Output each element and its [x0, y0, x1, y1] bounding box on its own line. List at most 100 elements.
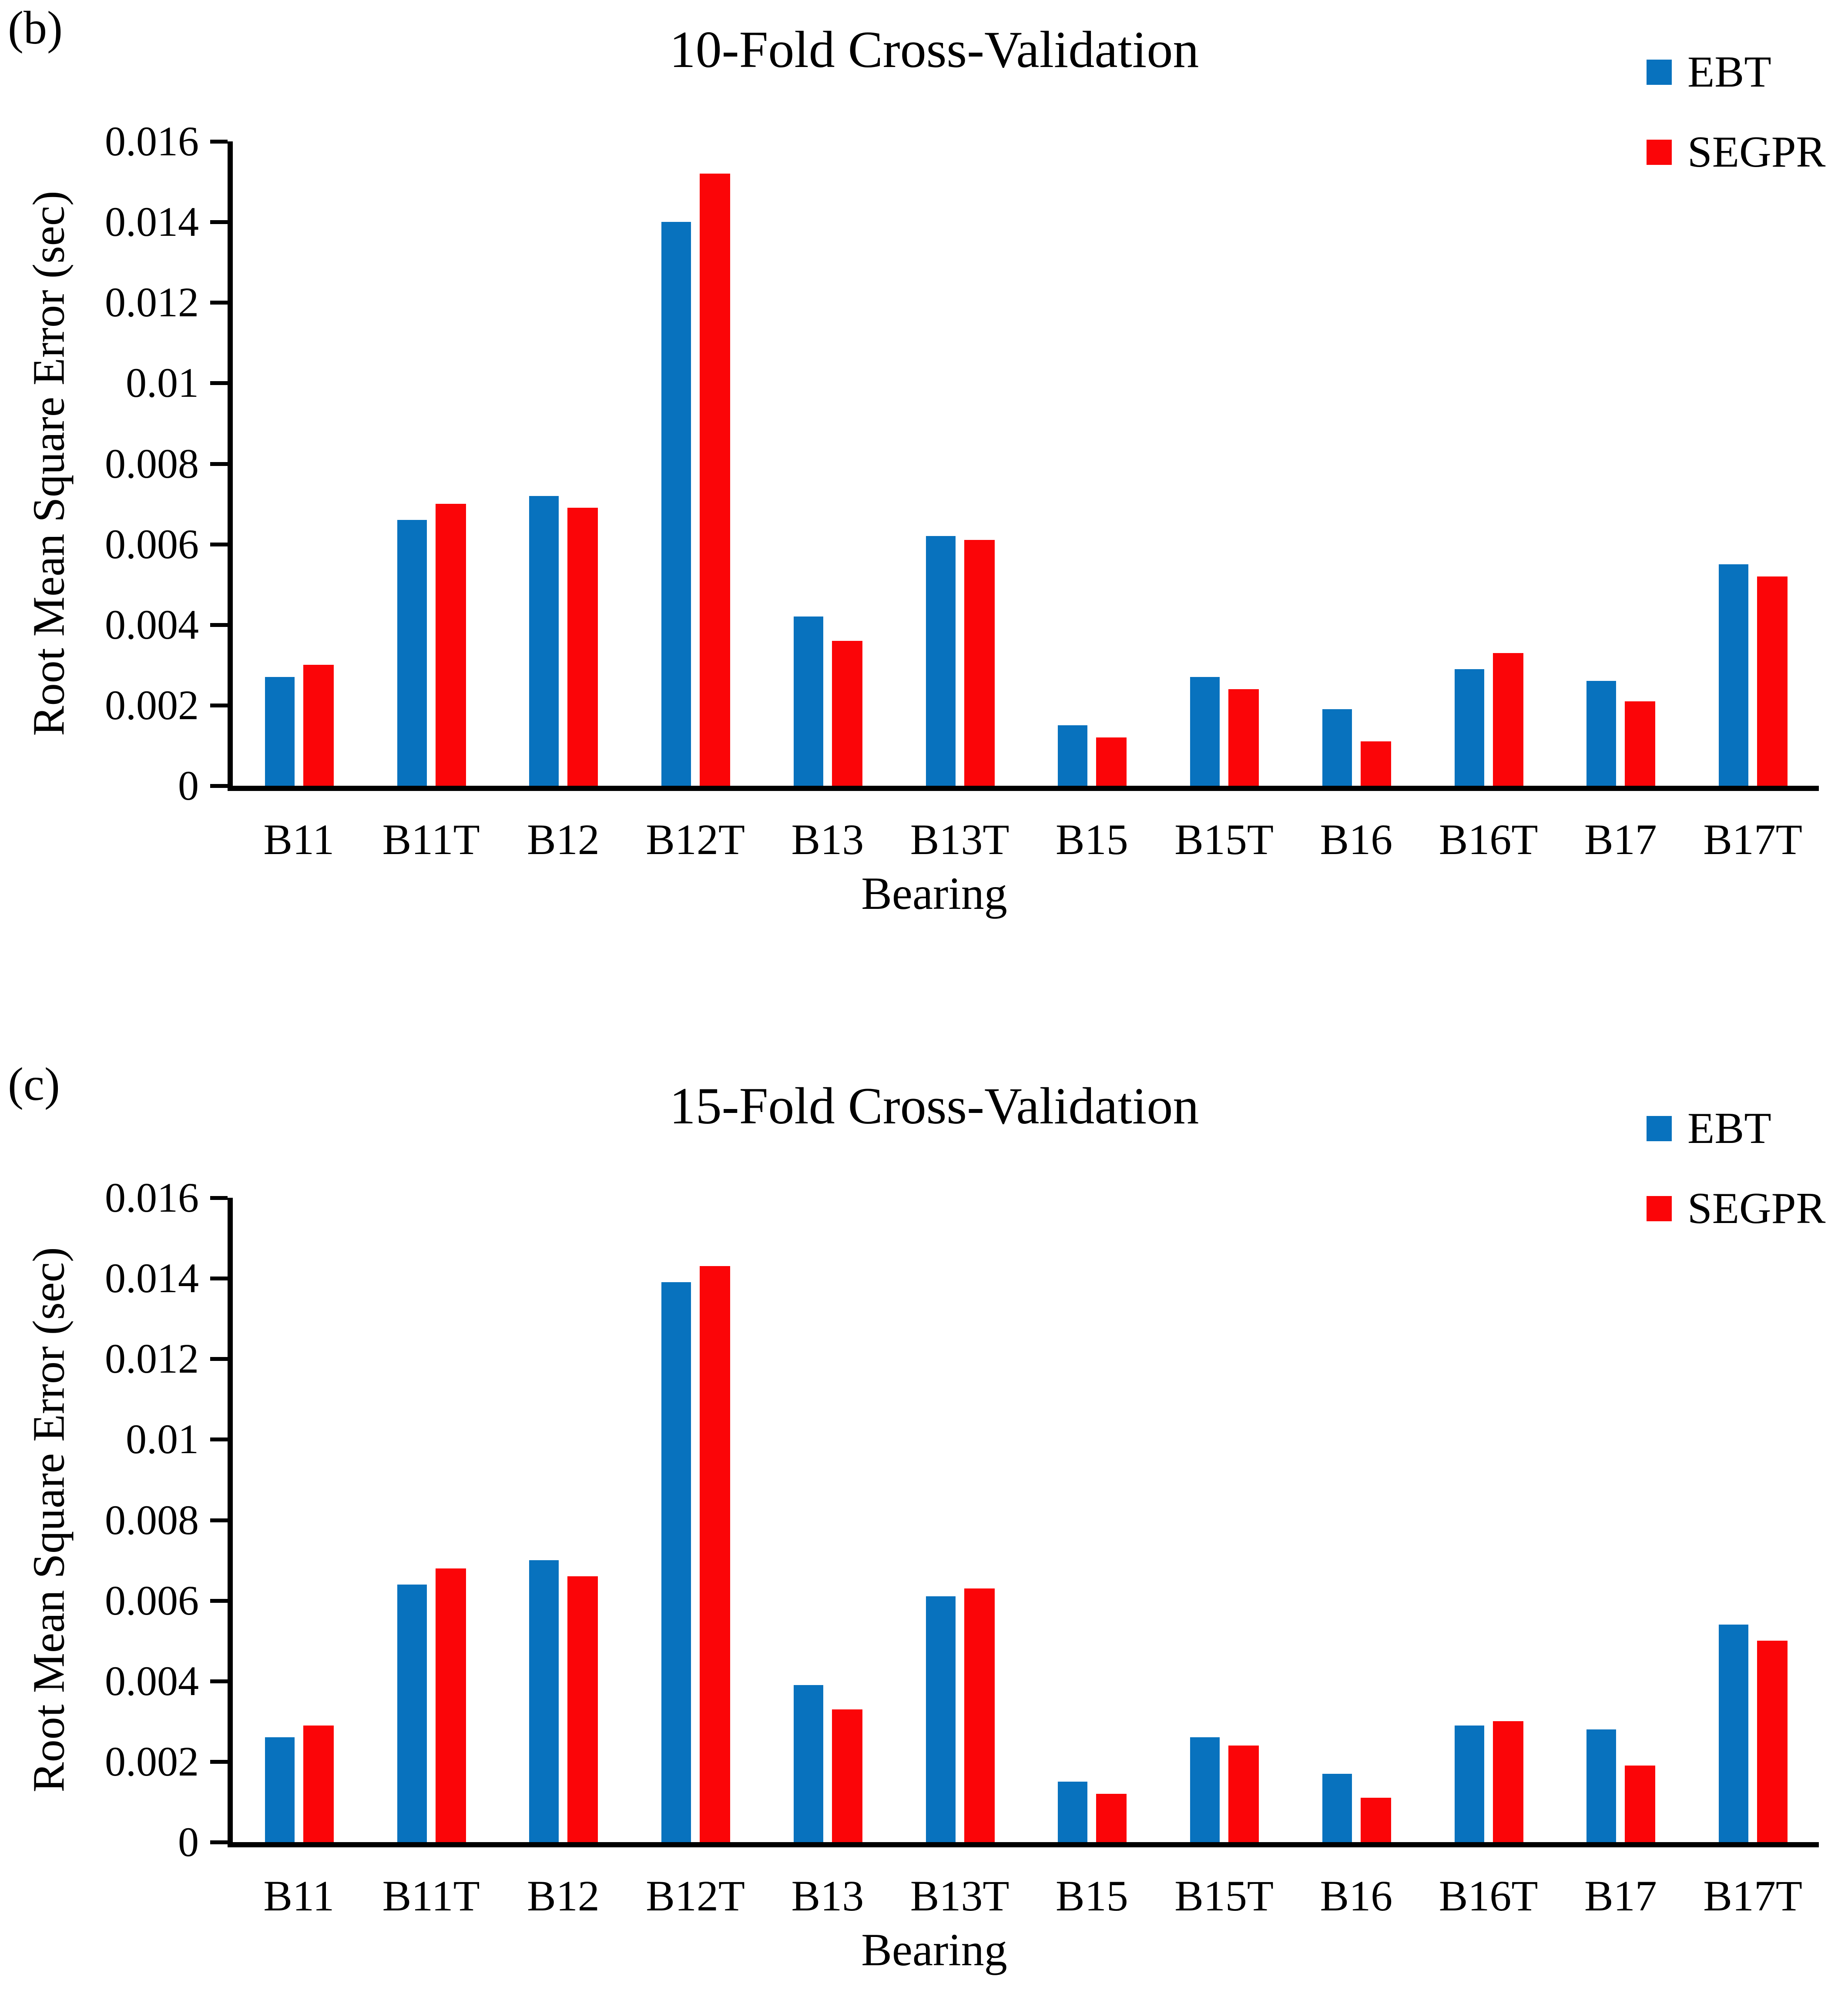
bar-segpr-b17 — [1625, 701, 1656, 786]
y-axis-tick — [210, 1759, 228, 1764]
panel-label-c: (c) — [8, 1059, 60, 1110]
y-axis-tick — [210, 1679, 228, 1683]
y-axis-title: Root Mean Square Error (sec) — [23, 1247, 74, 1793]
bar-ebt-b12t — [661, 1282, 691, 1842]
bar-segpr-b13 — [832, 1709, 862, 1842]
y-axis-tick — [210, 462, 228, 466]
bar-ebt-b17t — [1719, 1625, 1749, 1842]
y-tick-label: 0.012 — [105, 1335, 199, 1382]
bar-segpr-b11 — [303, 1725, 334, 1842]
y-tick-label: 0.016 — [105, 1174, 199, 1221]
x-tick-label-b13: B13 — [791, 815, 864, 864]
x-tick-label-b16t: B16T — [1439, 815, 1538, 864]
y-axis-title: Root Mean Square Error (sec) — [23, 191, 74, 736]
bar-segpr-b12t — [700, 174, 731, 786]
y-axis-tick — [210, 703, 228, 707]
y-tick-label: 0.01 — [126, 1416, 199, 1463]
bar-ebt-b13t — [926, 536, 956, 786]
bar-segpr-b15 — [1096, 1793, 1127, 1842]
bar-ebt-b15t — [1190, 677, 1220, 786]
x-tick-label-b15t: B15T — [1174, 1872, 1274, 1920]
x-tick-label-b17: B17 — [1584, 815, 1657, 864]
y-axis-tick — [210, 542, 228, 546]
bar-ebt-b11t — [397, 1584, 427, 1842]
plot-area: 0 0.002 0.004 0.006 0.008 0.01 0.012 0.014 0.016… — [105, 120, 1819, 864]
x-tick-label-b11: B11 — [263, 1872, 335, 1920]
bar-segpr-b15t — [1228, 1745, 1259, 1842]
chart-10-fold-cross-validation: (b) 10-Fold Cross-Validation EBT SEGPR R… — [0, 0, 1848, 941]
plot-area: 0 0.002 0.004 0.006 0.008 0.01 0.012 0.014 0.016… — [105, 1176, 1819, 1920]
bar-ebt-b16t — [1454, 669, 1484, 786]
y-tick-label: 0 — [178, 1819, 199, 1865]
bar-ebt-b16t — [1454, 1725, 1484, 1842]
y-axis-tick — [210, 1277, 228, 1281]
legend-label-ebt: EBT — [1687, 1104, 1771, 1153]
bar-ebt-b15t — [1190, 1737, 1220, 1842]
bar-segpr-b17t — [1757, 576, 1788, 786]
y-tick-label: 0.004 — [105, 601, 199, 648]
bar-segpr-b12 — [567, 508, 598, 786]
bar-segpr-b11t — [435, 504, 466, 786]
bar-ebt-b12 — [529, 1560, 559, 1842]
legend-swatch-segpr — [1647, 140, 1672, 165]
x-tick-label-b15: B15 — [1056, 1872, 1128, 1920]
y-axis-tick — [210, 623, 228, 627]
y-axis-tick — [210, 301, 228, 305]
bar-ebt-b11t — [397, 520, 427, 786]
x-tick-label-b13: B13 — [791, 1872, 864, 1920]
bar-ebt-b11 — [265, 677, 295, 786]
bar-ebt-b17 — [1586, 681, 1617, 786]
x-tick-label-b15t: B15T — [1174, 815, 1274, 864]
chart-title: 15-Fold Cross-Validation — [669, 1077, 1199, 1135]
bar-segpr-b11 — [303, 665, 334, 786]
bar-segpr-b12t — [700, 1266, 731, 1842]
y-tick-label: 0.016 — [105, 118, 199, 164]
bar-segpr-b16 — [1360, 741, 1391, 786]
y-axis-tick — [210, 1196, 228, 1200]
bar-ebt-b13 — [793, 617, 823, 786]
bar-segpr-b16t — [1492, 1721, 1523, 1842]
x-tick-label-b13t: B13T — [910, 815, 1010, 864]
y-axis-tick — [210, 1437, 228, 1442]
x-tick-label-b16: B16 — [1320, 1872, 1393, 1920]
y-tick-label: 0.008 — [105, 440, 199, 487]
bar-segpr-b16 — [1360, 1798, 1391, 1842]
y-tick-label: 0.006 — [105, 520, 199, 567]
legend-label-ebt: EBT — [1687, 47, 1771, 97]
bar-segpr-b11t — [435, 1568, 466, 1842]
bar-ebt-b16 — [1322, 709, 1352, 786]
bar-segpr-b17t — [1757, 1641, 1788, 1842]
x-tick-label-b12t: B12T — [646, 815, 745, 864]
bar-segpr-b12 — [567, 1576, 598, 1842]
x-tick-label-b12: B12 — [527, 1872, 600, 1920]
legend-item-ebt: EBT — [1647, 1104, 1825, 1153]
x-tick-label-b11t: B11T — [382, 1872, 480, 1920]
bar-ebt-b13t — [926, 1596, 956, 1842]
x-tick-label-b12t: B12T — [646, 1872, 745, 1920]
y-tick-label: 0 — [178, 762, 199, 809]
legend-item-ebt: EBT — [1647, 47, 1825, 97]
chart-title: 10-Fold Cross-Validation — [669, 20, 1199, 78]
bar-segpr-b17 — [1625, 1766, 1656, 1842]
bar-segpr-b13 — [832, 640, 862, 786]
bar-ebt-b12 — [529, 496, 559, 786]
bar-ebt-b16 — [1322, 1773, 1352, 1842]
bar-ebt-b17t — [1719, 564, 1749, 786]
chart-15-fold-cross-validation: (c) 15-Fold Cross-Validation EBT SEGPR R… — [0, 1056, 1848, 1997]
x-tick-label-b12: B12 — [527, 815, 600, 864]
y-tick-label: 0.01 — [126, 359, 199, 406]
panel-label-b: (b) — [8, 2, 63, 54]
y-axis-tick — [210, 140, 228, 144]
y-axis-tick — [210, 381, 228, 385]
x-tick-label-b16t: B16T — [1439, 1872, 1538, 1920]
y-tick-label: 0.014 — [105, 1255, 199, 1302]
y-tick-label: 0.002 — [105, 681, 199, 728]
y-tick-label: 0.012 — [105, 279, 199, 326]
bar-segpr-b15t — [1228, 689, 1259, 786]
x-axis-title: Bearing — [861, 1924, 1007, 1975]
bar-ebt-b15 — [1058, 1782, 1088, 1842]
y-axis-tick — [210, 1840, 228, 1844]
y-axis-tick — [210, 220, 228, 224]
legend-swatch-ebt — [1647, 1116, 1672, 1141]
bar-segpr-b16t — [1492, 653, 1523, 786]
